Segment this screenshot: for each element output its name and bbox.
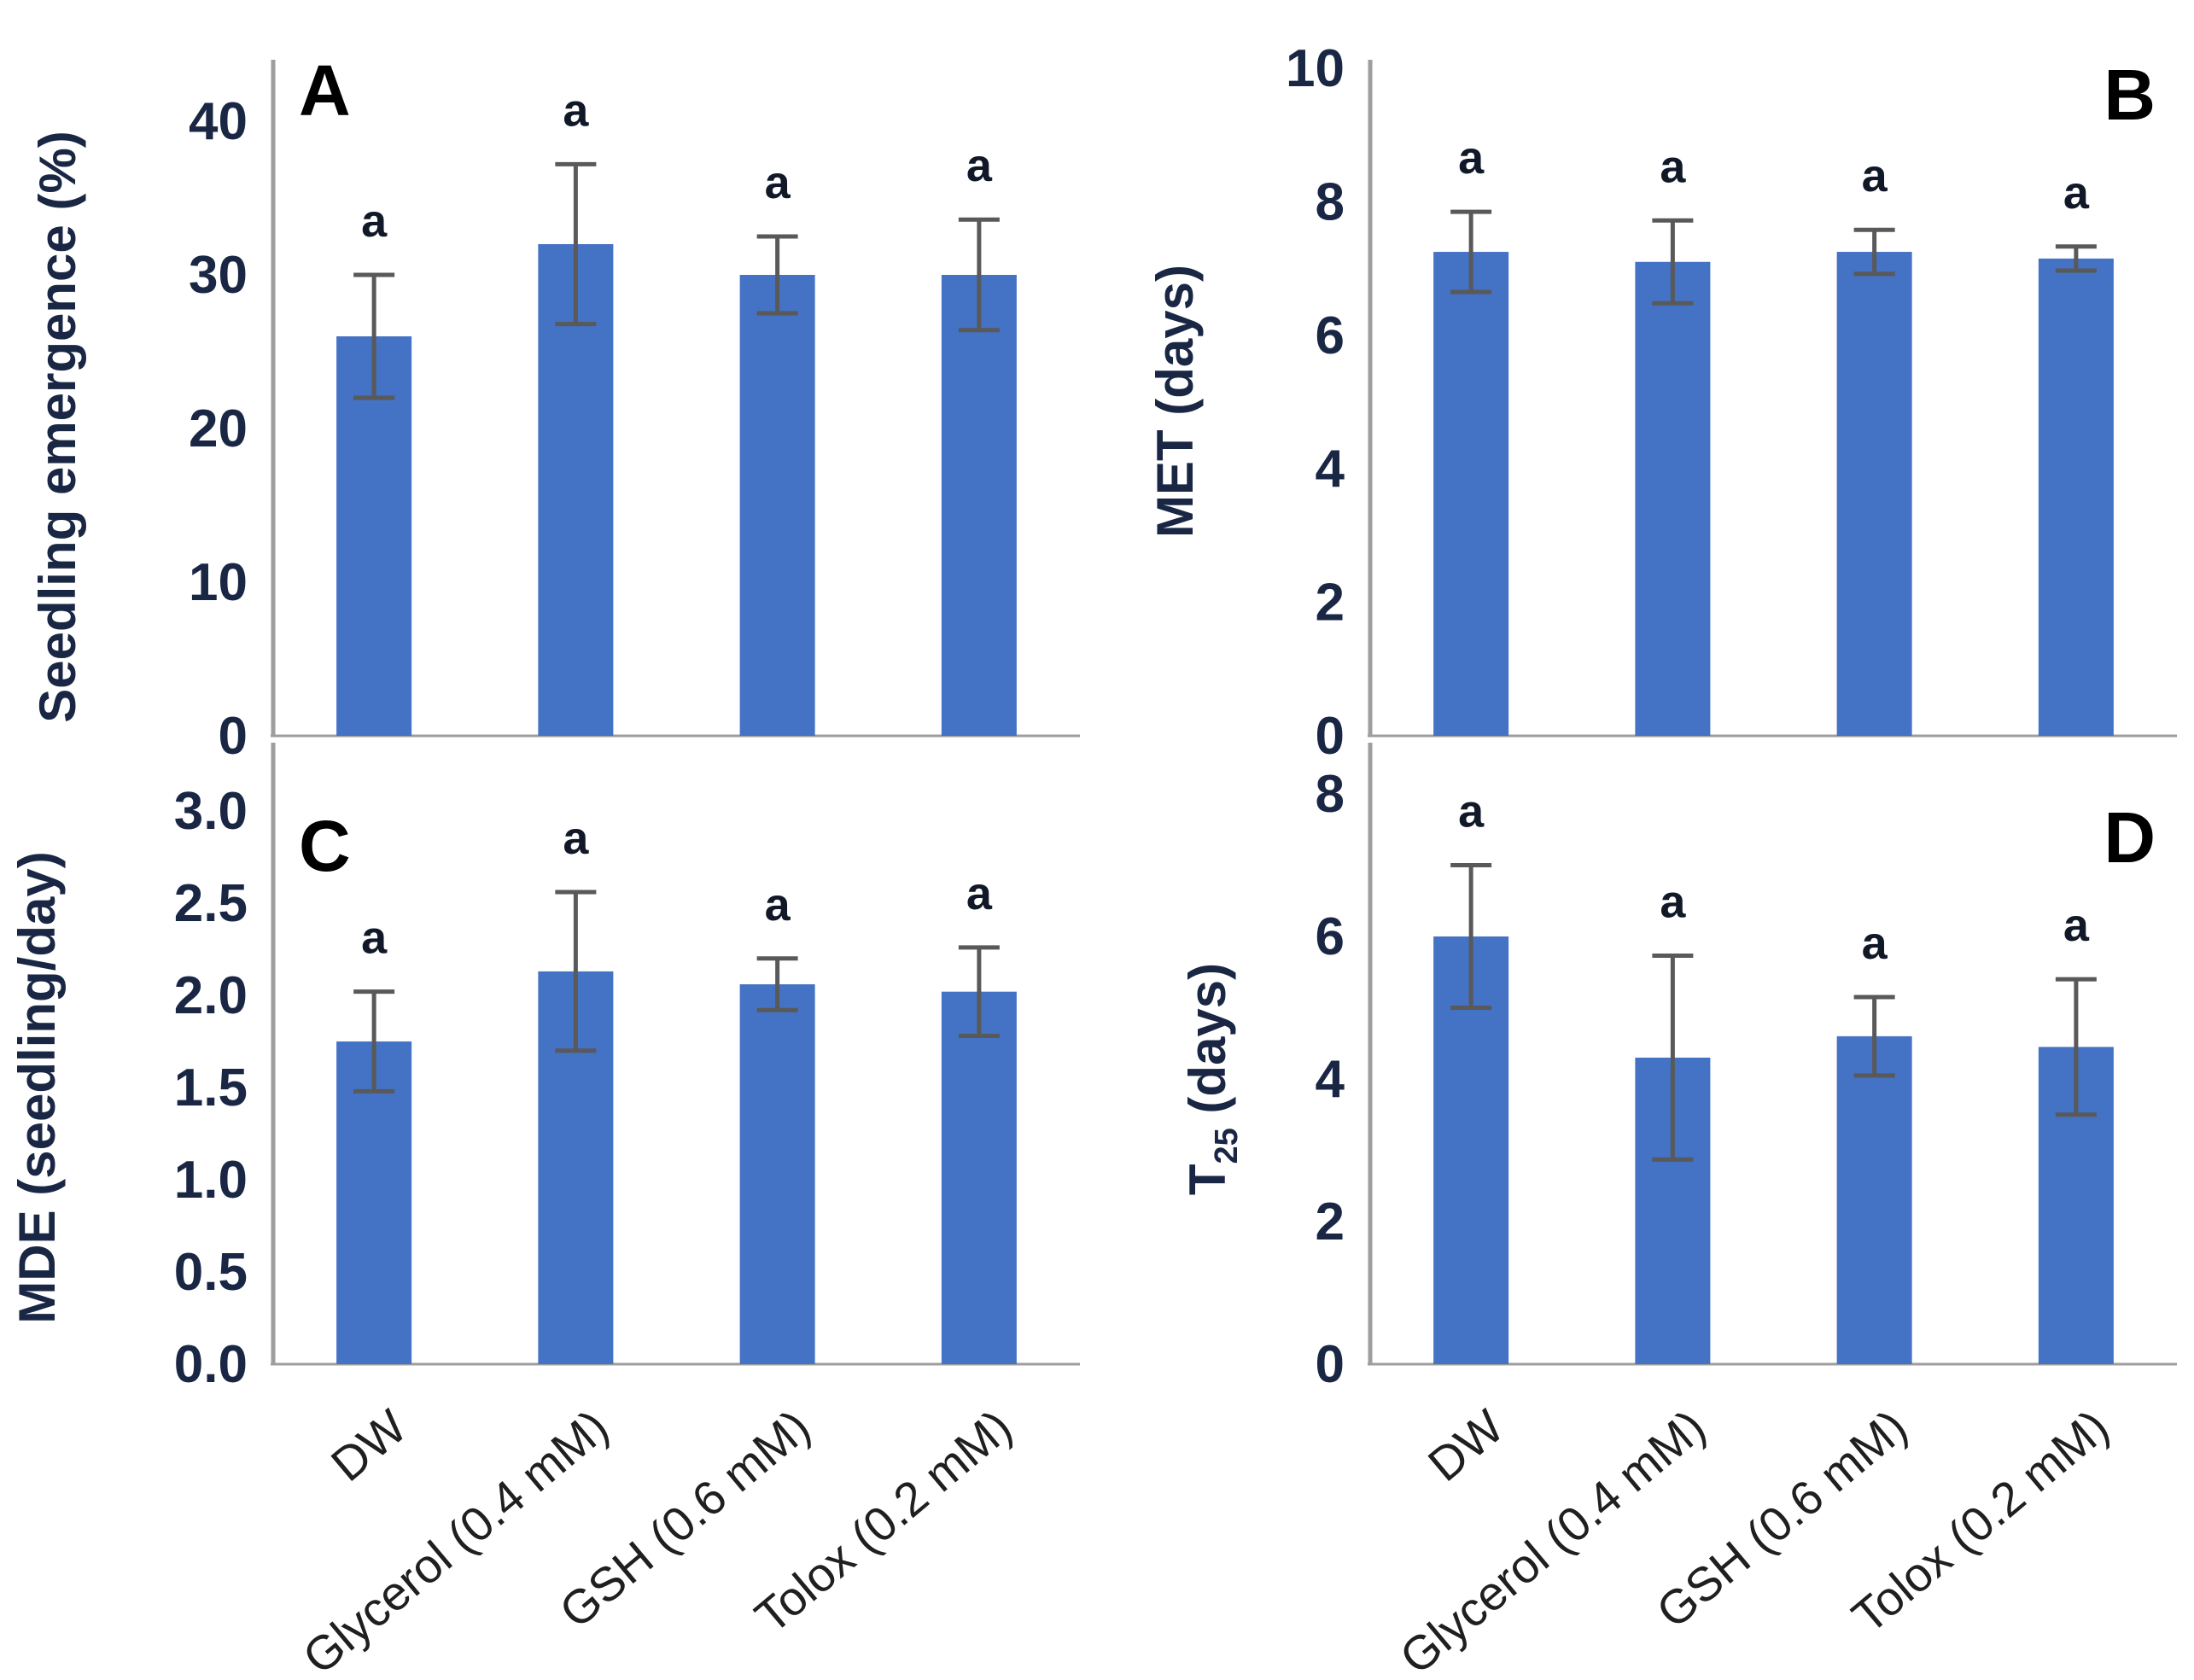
chart-svg-B: 0 2 4 6 8 10 MET (days) Ba a a a — [1147, 39, 2177, 766]
y-tick-label-6: 6 — [1316, 907, 1345, 966]
significance-label-DW: a — [1458, 132, 1485, 184]
x-category-label-DW: DW — [321, 1399, 417, 1491]
panel-letter-D: D — [2104, 797, 2156, 878]
panel-letter-A: A — [299, 50, 351, 131]
y-tick-label-2: 2 — [1316, 574, 1345, 633]
y-tick-label-0: 0 — [1316, 707, 1345, 766]
significance-label-Tolox (0.2 mM): a — [2063, 167, 2090, 219]
y-tick-label-1.5: 1.5 — [174, 1059, 248, 1117]
y-tick-label-30: 30 — [189, 246, 248, 305]
significance-label-Glycerol (0.4 mM): a — [1660, 141, 1686, 192]
y-axis-title: T25 (days) — [1179, 963, 1245, 1195]
panel-letter-B: B — [2104, 55, 2156, 135]
y-axis-title: MET (days) — [1147, 265, 1204, 538]
bar-GSH (0.6 mM) — [739, 984, 815, 1364]
bar-Glycerol (0.4 mM) — [1635, 261, 1711, 736]
bar-DW — [336, 1041, 412, 1364]
significance-label-GSH (0.6 mM): a — [765, 879, 791, 930]
y-tick-label-0: 0 — [219, 707, 248, 766]
bar-Tolox (0.2 mM) — [941, 275, 1017, 736]
significance-label-DW: a — [361, 913, 388, 964]
chart-svg-C: 0.0 0.5 1.0 1.5 2.0 2.5 3.0 MDE (seedling/day) C… — [9, 743, 1080, 1680]
y-tick-label-2.5: 2.5 — [174, 874, 248, 933]
y-tick-label-2.0: 2.0 — [174, 966, 248, 1025]
bar-GSH (0.6 mM) — [1836, 1035, 1912, 1364]
significance-label-Glycerol (0.4 mM): a — [1660, 877, 1686, 928]
significance-label-GSH (0.6 mM): a — [1862, 150, 1888, 201]
y-tick-label-4: 4 — [1316, 1050, 1345, 1109]
y-tick-label-1.0: 1.0 — [174, 1151, 248, 1210]
y-tick-label-6: 6 — [1316, 306, 1345, 365]
y-tick-label-40: 40 — [189, 92, 248, 151]
y-tick-label-8: 8 — [1316, 765, 1345, 824]
significance-label-Glycerol (0.4 mM): a — [563, 85, 589, 136]
y-tick-label-4: 4 — [1316, 440, 1345, 499]
significance-label-Tolox (0.2 mM): a — [966, 868, 993, 919]
significance-label-DW: a — [1458, 786, 1485, 837]
bar-DW — [336, 336, 412, 736]
bar-Tolox (0.2 mM) — [2038, 258, 2114, 736]
x-category-label-DW: DW — [1418, 1399, 1514, 1491]
chart-svg-A: 0 10 20 30 40 Seedling emergence (%) Aa a a a — [29, 50, 1080, 766]
significance-label-Glycerol (0.4 mM): a — [563, 813, 589, 864]
bar-DW — [1433, 252, 1509, 736]
y-tick-label-3.0: 3.0 — [174, 782, 248, 841]
significance-label-GSH (0.6 mM): a — [1862, 918, 1888, 969]
significance-label-Tolox (0.2 mM): a — [966, 140, 993, 191]
significance-label-DW: a — [361, 195, 388, 247]
bar-Tolox (0.2 mM) — [941, 991, 1017, 1364]
bar-GSH (0.6 mM) — [739, 275, 815, 736]
y-tick-label-0: 0 — [1316, 1335, 1345, 1394]
y-tick-label-0.0: 0.0 — [174, 1335, 248, 1394]
bar-GSH (0.6 mM) — [1836, 252, 1912, 736]
y-axis-title: MDE (seedling/day) — [9, 851, 66, 1323]
significance-label-Tolox (0.2 mM): a — [2063, 900, 2090, 951]
y-tick-label-20: 20 — [189, 400, 248, 458]
panel-letter-C: C — [299, 806, 351, 886]
significance-label-GSH (0.6 mM): a — [765, 157, 791, 208]
y-tick-label-2: 2 — [1316, 1193, 1345, 1251]
y-tick-label-10: 10 — [1286, 39, 1345, 98]
y-tick-label-8: 8 — [1316, 172, 1345, 231]
y-axis-title: Seedling emergence (%) — [29, 131, 86, 723]
chart-panel-C: 0.0 0.5 1.0 1.5 2.0 2.5 3.0 MDE (seedling/day) C… — [0, 743, 1097, 1680]
y-tick-label-0.5: 0.5 — [174, 1243, 248, 1302]
y-tick-label-10: 10 — [189, 553, 248, 612]
